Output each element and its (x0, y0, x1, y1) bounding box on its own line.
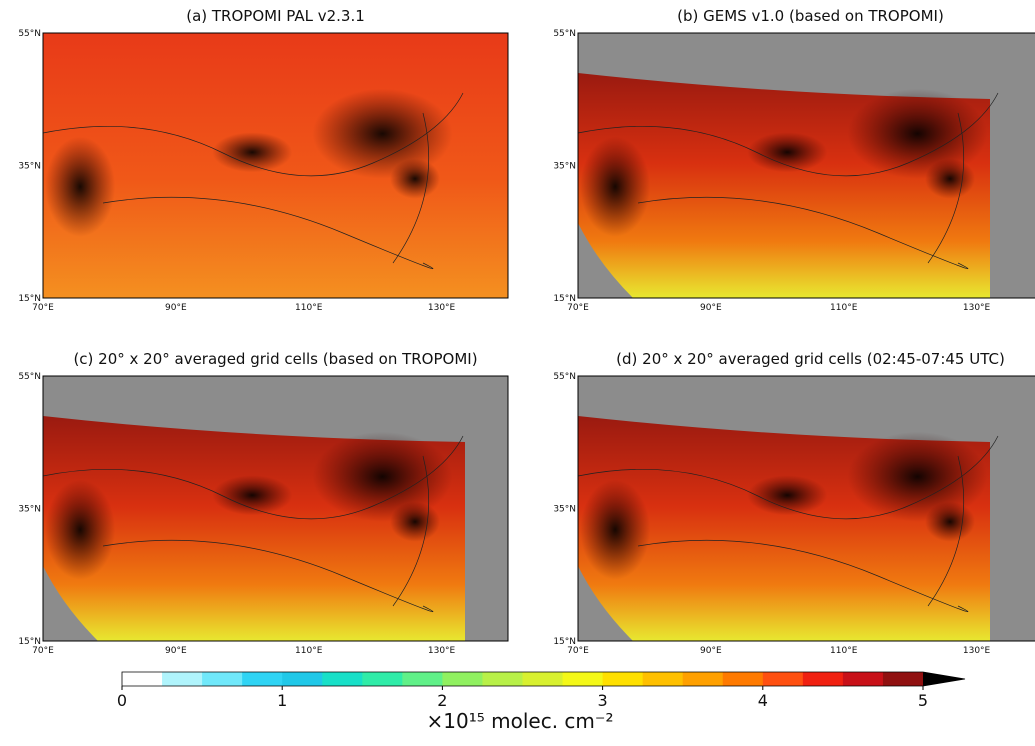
hotspot (747, 132, 828, 173)
lon-label: 70°E (32, 303, 54, 313)
lat-label: 15°N (18, 637, 41, 647)
map-frame (577, 32, 1035, 299)
colorbar-segment (882, 672, 924, 686)
lon-label: 110°E (830, 646, 858, 656)
lon-label: 110°E (295, 646, 323, 656)
lon-label: 130°E (963, 646, 991, 656)
lon-label: 90°E (700, 646, 722, 656)
colorbar-outline (121, 671, 966, 687)
colorbar-segment (522, 672, 564, 686)
lat-label: 55°N (18, 372, 41, 382)
lon-label: 110°E (830, 303, 858, 313)
map-frame (42, 32, 509, 299)
panel-title: (a) TROPOMI PAL v2.3.1 (186, 7, 365, 25)
hotspot (312, 431, 453, 522)
lat-label: 15°N (553, 637, 576, 647)
colorbar-segment (842, 672, 884, 686)
colorbar-label: ×10¹⁵ molec. cm⁻² (427, 709, 614, 733)
hotspot (212, 132, 293, 173)
lat-label: 15°N (553, 294, 576, 304)
hotspot (312, 88, 453, 179)
colorbar-extend (923, 672, 965, 686)
colorbar-segment (802, 672, 844, 686)
lon-label: 70°E (32, 646, 54, 656)
colorbar-segment (242, 672, 283, 686)
lon-label: 110°E (295, 303, 323, 313)
lat-label: 55°N (553, 29, 576, 39)
border (577, 92, 999, 270)
colorbar-segment (562, 672, 604, 686)
border (577, 435, 999, 613)
lon-label: 90°E (165, 646, 187, 656)
colorbar-segment (322, 672, 363, 686)
map-panel: (d) 20° x 20° averaged grid cells (02:45… (553, 350, 1035, 656)
map-panel: (c) 20° x 20° averaged grid cells (based… (18, 350, 509, 656)
colorbar-segment (762, 672, 804, 686)
hotspot (580, 136, 651, 237)
lat-label: 35°N (553, 505, 576, 515)
panel-title: (c) 20° x 20° averaged grid cells (based… (73, 350, 477, 368)
colorbar-segment (282, 672, 323, 686)
colorbar-segment (362, 672, 403, 686)
colorbar-segment (442, 672, 483, 686)
hotspot (390, 501, 440, 542)
lon-label: 130°E (963, 303, 991, 313)
colorbar-segment (402, 672, 443, 686)
hotspot (925, 501, 975, 542)
lat-label: 35°N (553, 162, 576, 172)
colorbar-segment (202, 672, 243, 686)
lat-label: 35°N (18, 505, 41, 515)
hotspot (747, 475, 828, 516)
colorbar-tick-label: 3 (598, 691, 608, 710)
hotspot (390, 158, 440, 199)
lon-label: 130°E (428, 303, 456, 313)
colorbar-segment (122, 672, 163, 686)
lon-label: 90°E (700, 303, 722, 313)
map-frame (577, 375, 1035, 642)
hotspot (847, 88, 988, 179)
colorbar-tick-label: 5 (918, 691, 928, 710)
border (42, 92, 464, 270)
colorbar-tick-label: 0 (117, 691, 127, 710)
lon-label: 130°E (428, 646, 456, 656)
panel-title: (b) GEMS v1.0 (based on TROPOMI) (677, 7, 944, 25)
colorbar-segment (642, 672, 684, 686)
hotspot (925, 158, 975, 199)
colorbar-tick-label: 1 (277, 691, 287, 710)
colorbar-segment (162, 672, 203, 686)
lat-label: 55°N (18, 29, 41, 39)
hotspot (45, 136, 116, 237)
lat-label: 15°N (18, 294, 41, 304)
colorbar-tick-label: 4 (758, 691, 768, 710)
lon-label: 70°E (567, 303, 589, 313)
map-panel: (a) TROPOMI PAL v2.3.1 55°N 35°N 15°N70°E 90… (18, 7, 509, 313)
lat-label: 55°N (553, 372, 576, 382)
panel-title: (d) 20° x 20° averaged grid cells (02:45… (616, 350, 1005, 368)
map-panel: (b) GEMS v1.0 (based on TROPOMI) 55°N 35°N… (553, 7, 1035, 313)
hotspot (45, 479, 116, 580)
colorbar-segment (722, 672, 764, 686)
lon-label: 90°E (165, 303, 187, 313)
colorbar-segment (602, 672, 644, 686)
hotspot (847, 431, 988, 522)
lon-label: 70°E (567, 646, 589, 656)
colorbar-tick-label: 2 (437, 691, 447, 710)
map-frame (42, 375, 509, 642)
colorbar-segment (682, 672, 724, 686)
lat-label: 35°N (18, 162, 41, 172)
border (42, 435, 464, 613)
hotspot (580, 479, 651, 580)
hotspot (212, 475, 293, 516)
colorbar-segment (482, 672, 523, 686)
